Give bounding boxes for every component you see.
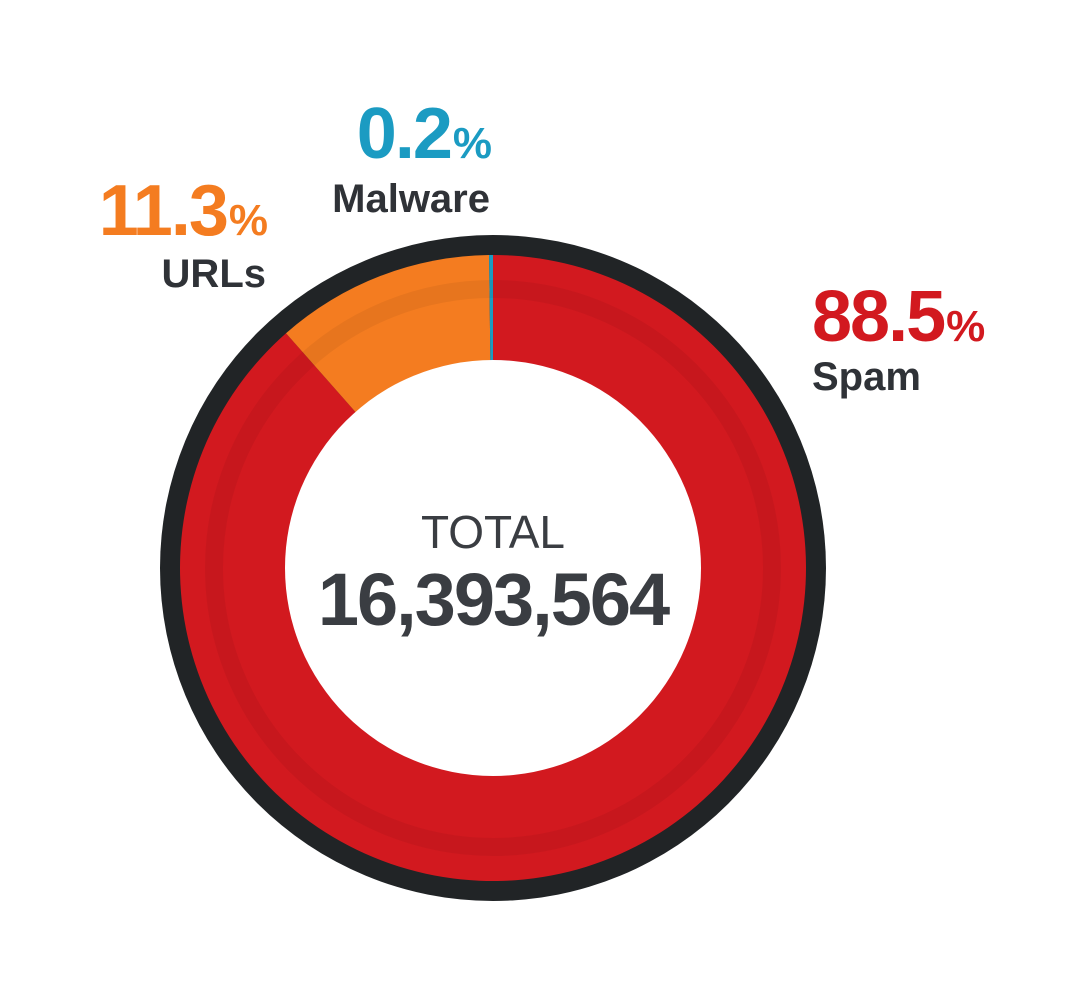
urls-percent-sign: % [229, 196, 267, 245]
center-total-value: 16,393,564 [318, 558, 670, 641]
urls-percent: 11.3% [99, 171, 267, 251]
center-total-label: TOTAL [421, 506, 565, 558]
malware-value: 0.2 [357, 94, 451, 174]
inner-shade-ring [205, 280, 781, 856]
malware-percent-sign: % [453, 119, 491, 168]
malware-percent: 0.2% [357, 94, 491, 174]
label-spam: 88.5% Spam [812, 277, 986, 399]
label-urls: 11.3% URLs [99, 171, 269, 296]
urls-value: 11.3 [99, 171, 227, 251]
spam-percent-sign: % [946, 302, 984, 351]
donut-hole [285, 360, 701, 776]
malware-category: Malware [332, 177, 490, 221]
spam-percent: 88.5% [812, 277, 984, 357]
label-malware: 0.2% Malware [332, 94, 493, 221]
spam-value: 88.5 [812, 277, 945, 357]
spam-category: Spam [812, 355, 921, 399]
urls-category: URLs [162, 252, 266, 296]
